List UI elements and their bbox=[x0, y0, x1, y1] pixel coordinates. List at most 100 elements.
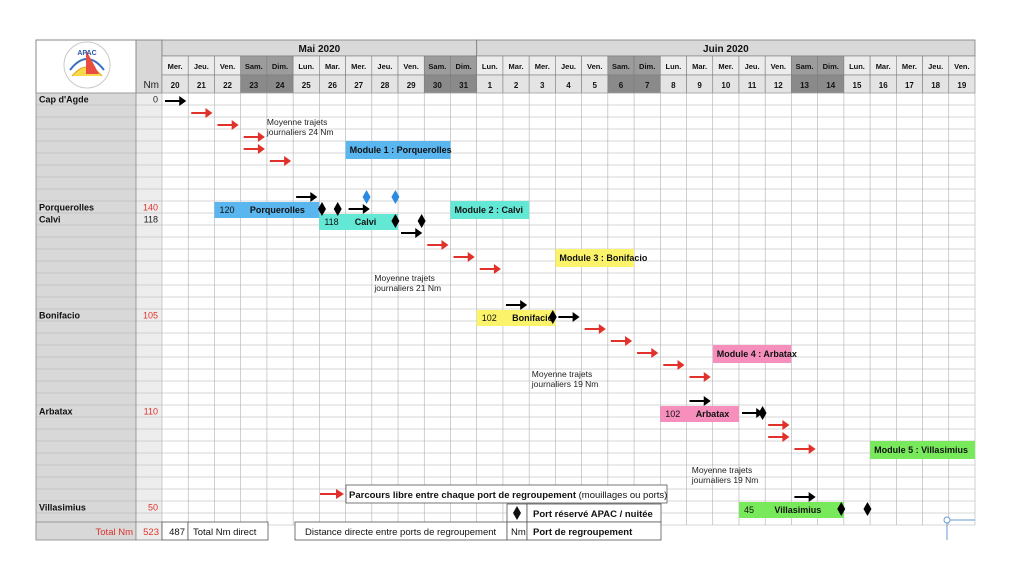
red-route-arrow-head bbox=[677, 360, 685, 370]
day-number: 13 bbox=[800, 81, 809, 90]
average-note-line: journaliers 19 Nm bbox=[691, 475, 759, 485]
weekday-label: Sam. bbox=[245, 62, 263, 71]
stay-bar bbox=[319, 214, 399, 230]
red-route-arrow-head bbox=[782, 420, 790, 430]
day-number: 28 bbox=[380, 81, 389, 90]
day-number: 15 bbox=[853, 81, 862, 90]
weekday-label: Dim. bbox=[455, 62, 471, 71]
day-number: 14 bbox=[826, 81, 835, 90]
day-number: 16 bbox=[879, 81, 888, 90]
red-route-arrow-head bbox=[493, 264, 501, 274]
module-label: Module 5 : Villasimius bbox=[874, 445, 968, 455]
logo-text: APAC bbox=[77, 50, 96, 57]
legend-parcours-bold: Parcours libre entre chaque port de regr… bbox=[349, 490, 577, 501]
stay-bar bbox=[476, 310, 556, 326]
weekday-label: Lun. bbox=[849, 62, 865, 71]
weekday-label: Jeu. bbox=[561, 62, 576, 71]
weekday-label: Lun. bbox=[665, 62, 681, 71]
module-banner bbox=[555, 249, 635, 267]
red-route-arrow-head bbox=[284, 156, 292, 166]
red-arrow-legend-icon bbox=[336, 489, 344, 499]
day-number: 6 bbox=[619, 81, 624, 90]
stay-bar bbox=[738, 502, 844, 518]
port-name: Porquerolles bbox=[39, 203, 94, 213]
overnight-diamond-icon bbox=[417, 214, 426, 228]
overnight-diamond-icon bbox=[758, 406, 767, 420]
month-label: Mai 2020 bbox=[299, 44, 341, 55]
nm-header: Nm bbox=[143, 80, 159, 91]
module-banner bbox=[712, 345, 792, 363]
weekday-label: Mar. bbox=[509, 62, 524, 71]
day-number: 17 bbox=[905, 81, 914, 90]
module-label: Module 1 : Porquerolles bbox=[350, 145, 452, 155]
legend-distance: Distance directe entre ports de regroupe… bbox=[305, 527, 497, 538]
legend-port-regroupement: Port de regroupement bbox=[533, 527, 633, 538]
legend-parcours-rest: (mouillages ou ports) bbox=[576, 490, 667, 501]
weekday-label: Ven. bbox=[403, 62, 418, 71]
overnight-diamond-icon bbox=[391, 214, 400, 228]
day-number: 21 bbox=[197, 81, 206, 90]
average-note: Moyenne trajets journaliers 19 Nm bbox=[691, 465, 759, 485]
module-label: Module 4 : Arbatax bbox=[717, 349, 797, 359]
average-note: Moyenne trajets journaliers 21 Nm bbox=[373, 273, 441, 293]
weekday-label: Jeu. bbox=[928, 62, 943, 71]
stay-nm: 102 bbox=[482, 313, 497, 323]
day-number: 9 bbox=[697, 81, 702, 90]
port-distance: 140 bbox=[143, 203, 158, 213]
port-reserve-diamond-icon bbox=[513, 506, 521, 520]
port-distance: 118 bbox=[144, 215, 158, 225]
red-route-arrow-head bbox=[651, 348, 659, 358]
red-route-arrow-head bbox=[231, 120, 239, 130]
black-route-arrow-head bbox=[808, 492, 816, 502]
red-route-arrow-head bbox=[782, 432, 790, 442]
port-distance: 50 bbox=[148, 503, 158, 513]
weekday-label: Jeu. bbox=[745, 62, 760, 71]
day-number: 1 bbox=[488, 81, 493, 90]
stay-port: Bonifacio bbox=[512, 313, 554, 323]
selection-handle[interactable] bbox=[943, 516, 975, 540]
red-route-arrow-head bbox=[598, 324, 606, 334]
weekday-label: Lun. bbox=[482, 62, 498, 71]
black-route-arrow-head bbox=[179, 96, 187, 106]
weekday-label: Jeu. bbox=[194, 62, 209, 71]
stay-bar bbox=[214, 202, 320, 218]
weekday-label: Sam. bbox=[612, 62, 630, 71]
day-number: 30 bbox=[433, 81, 442, 90]
average-note-line: journaliers 19 Nm bbox=[531, 379, 599, 389]
weekday-label: Jeu. bbox=[377, 62, 392, 71]
module-banner bbox=[345, 141, 451, 159]
stay-port: Calvi bbox=[355, 217, 377, 227]
average-note-line: Moyenne trajets bbox=[532, 369, 592, 379]
weekday-label: Sam. bbox=[796, 62, 814, 71]
red-route-arrow-head bbox=[625, 336, 633, 346]
legend-port-reserve: Port réservé APAC / nuitée bbox=[533, 509, 653, 520]
port-distance: 0 bbox=[153, 95, 158, 105]
day-number: 7 bbox=[645, 81, 650, 90]
black-route-arrow-head bbox=[362, 204, 370, 214]
total-direct-value: 487 bbox=[169, 527, 185, 538]
module-label: Module 3 : Bonifacio bbox=[559, 253, 648, 263]
port-distance: 105 bbox=[143, 311, 158, 321]
day-number: 4 bbox=[566, 81, 571, 90]
overnight-diamond-icon bbox=[333, 202, 342, 216]
day-number: 20 bbox=[171, 81, 180, 90]
day-number: 22 bbox=[223, 81, 232, 90]
weekday-label: Ven. bbox=[954, 62, 969, 71]
module-label: Module 2 : Calvi bbox=[454, 205, 523, 215]
overnight-diamond-icon bbox=[548, 310, 557, 324]
average-note-line: journaliers 21 Nm bbox=[373, 283, 441, 293]
stay-nm: 120 bbox=[219, 205, 234, 215]
overnight-diamond-icon bbox=[317, 202, 326, 216]
red-route-arrow-head bbox=[257, 144, 265, 154]
overnight-diamond-icon bbox=[863, 502, 872, 516]
day-number: 29 bbox=[407, 81, 416, 90]
average-note-line: Moyenne trajets bbox=[267, 117, 327, 127]
red-route-arrow-head bbox=[257, 132, 265, 142]
weekday-label: Mer. bbox=[535, 62, 550, 71]
average-note: Moyenne trajets journaliers 19 Nm bbox=[531, 369, 599, 389]
total-nm-label: Total Nm bbox=[96, 527, 134, 538]
day-number: 8 bbox=[671, 81, 676, 90]
black-route-arrow-head bbox=[520, 300, 528, 310]
day-number: 24 bbox=[276, 81, 285, 90]
day-number: 18 bbox=[931, 81, 940, 90]
